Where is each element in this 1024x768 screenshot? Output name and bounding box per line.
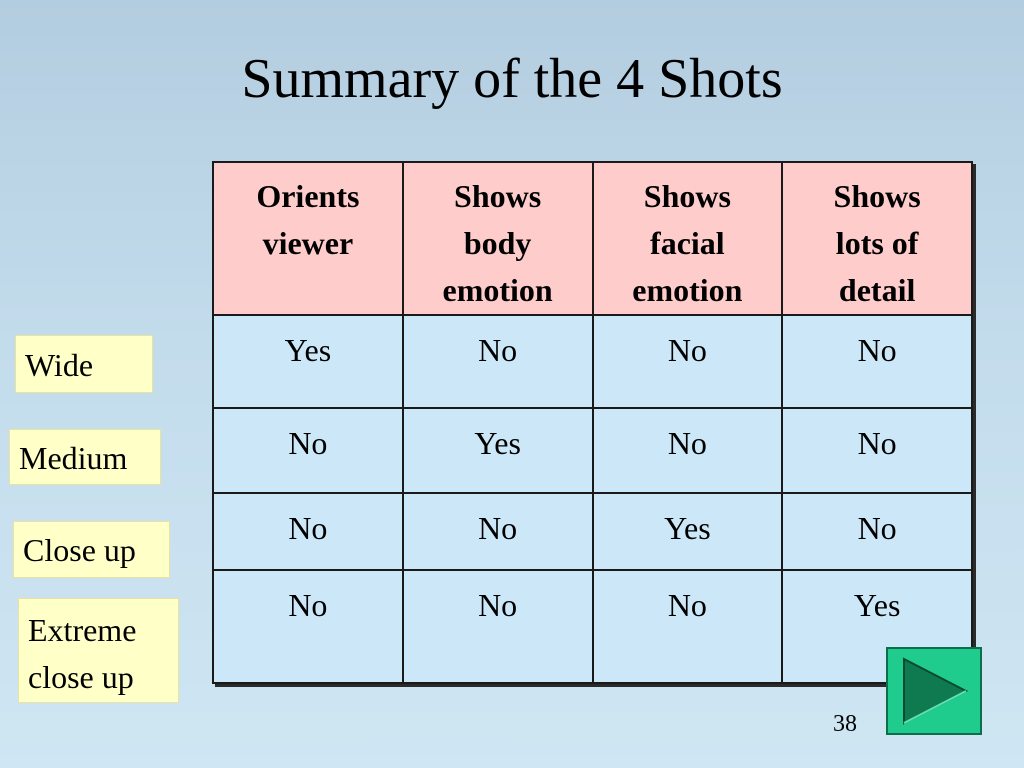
shot-label-close-up: Close up <box>13 521 170 578</box>
header-shows-lots-of-detail: Shows lots of detail <box>781 161 973 316</box>
table-cell: No <box>212 569 404 684</box>
table-row-wide: Yes No No No <box>212 314 973 409</box>
shot-label-wide: Wide <box>15 335 153 393</box>
table-cell: Yes <box>212 314 404 409</box>
table-cell: No <box>401 314 594 409</box>
table-cell: No <box>781 407 973 494</box>
table-cell: Yes <box>401 407 594 494</box>
table-cell: No <box>591 314 784 409</box>
table-cell: No <box>591 569 784 684</box>
table-header-row: Orients viewer Shows body emotion Shows … <box>212 161 973 316</box>
table-row-medium: No Yes No No <box>212 407 973 494</box>
shot-label-medium: Medium <box>9 429 161 485</box>
table-cell: No <box>212 407 404 494</box>
page-number: 38 <box>833 711 857 737</box>
table-cell: Yes <box>781 569 973 684</box>
slide-title: Summary of the 4 Shots <box>241 48 783 110</box>
table-cell: No <box>781 492 973 571</box>
table-row-close-up: No No Yes No <box>212 492 973 571</box>
table-cell: No <box>401 569 594 684</box>
table-cell: No <box>212 492 404 571</box>
header-shows-facial-emotion: Shows facial emotion <box>591 161 784 316</box>
header-shows-body-emotion: Shows body emotion <box>401 161 594 316</box>
shot-label-extreme-close-up: Extreme close up <box>18 598 179 703</box>
play-right-triangle-icon <box>903 657 969 725</box>
next-slide-button[interactable] <box>886 647 982 735</box>
table-cell: Yes <box>591 492 784 571</box>
shots-summary-table: Orients viewer Shows body emotion Shows … <box>212 161 973 684</box>
table-cell: No <box>401 492 594 571</box>
table-cell: No <box>591 407 784 494</box>
header-orients-viewer: Orients viewer <box>212 161 404 316</box>
table-row-extreme-close-up: No No No Yes <box>212 569 973 684</box>
table-cell: No <box>781 314 973 409</box>
